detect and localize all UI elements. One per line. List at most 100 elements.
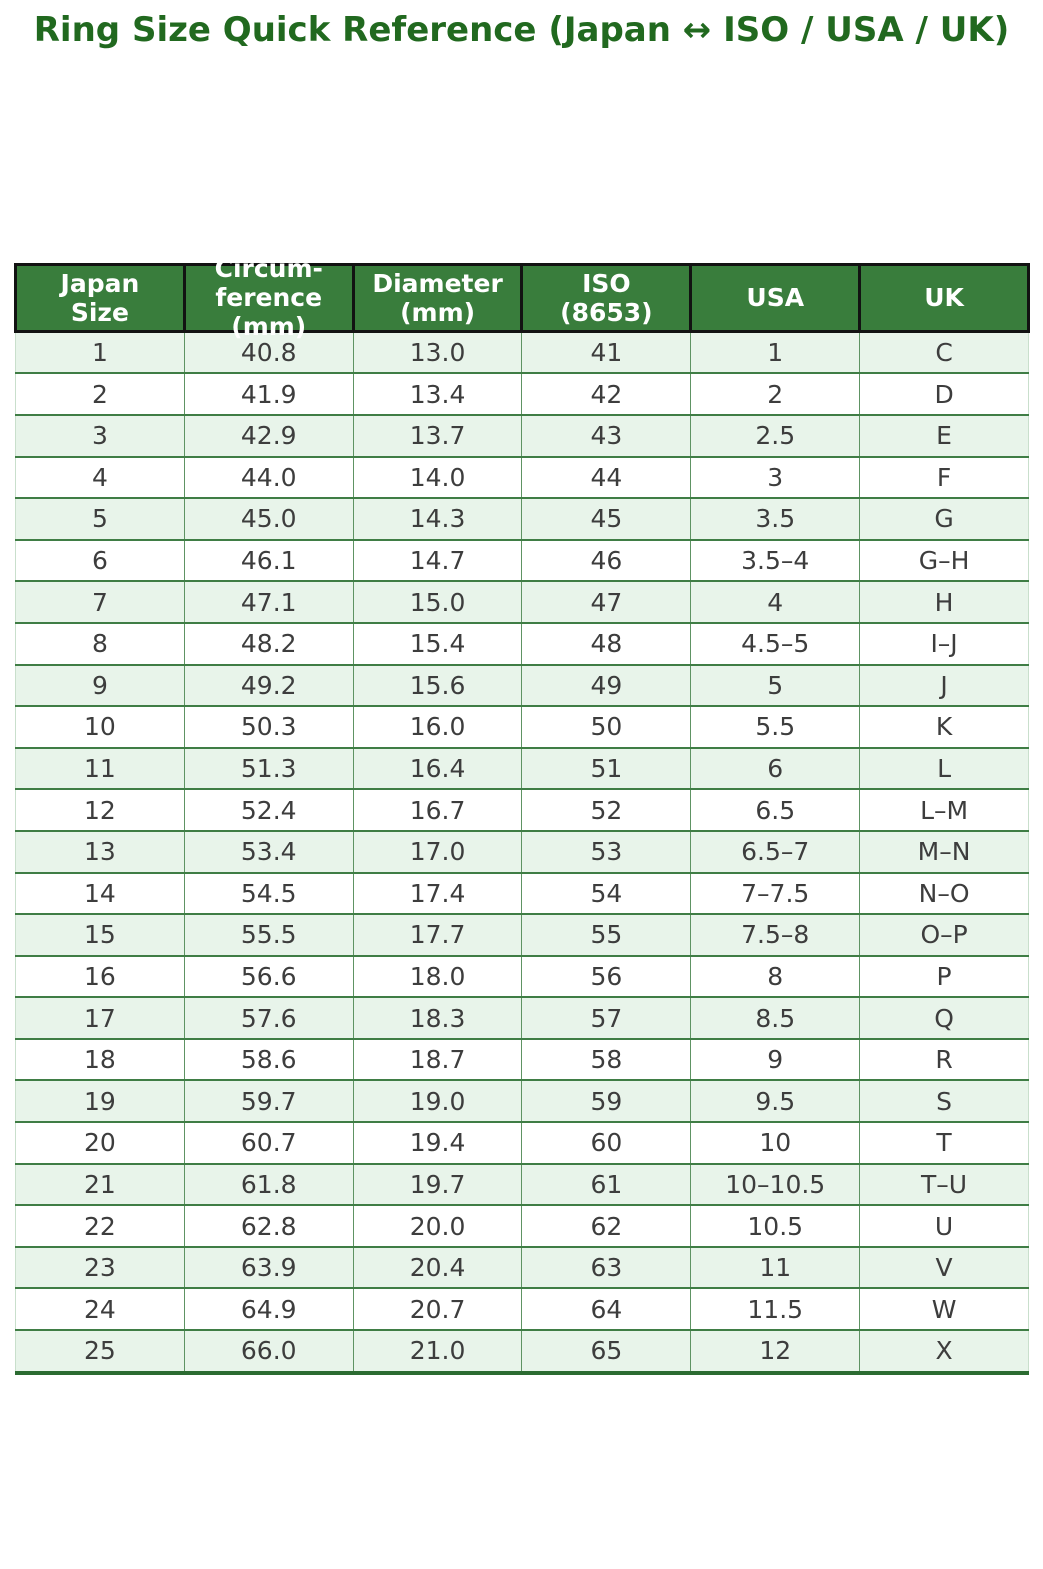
cell-usa: 6.5–7 [690,829,861,874]
cell-iso: 47 [521,580,692,624]
cell-japan-size: 3 [15,413,185,458]
cell-japan-size: 18 [15,1037,185,1082]
table-row: 23 63.9 20.4 63 11 V [15,1245,1029,1290]
cell-japan-size: 1 [15,330,185,375]
cell-circumference: 63.9 [183,1245,354,1290]
cell-japan-size: 24 [15,1287,185,1332]
cell-diameter: 19.4 [352,1121,523,1165]
column-header-label: USA [746,283,805,313]
cell-circumference: 48.2 [183,621,354,666]
cell-circumference: 66.0 [183,1329,354,1375]
cell-iso: 53 [521,829,692,874]
table-row: 3 42.9 13.7 43 2.5 E [15,413,1029,458]
cell-japan-size: 16 [15,954,185,999]
cell-diameter: 16.0 [352,705,523,749]
cell-iso: 54 [521,871,692,916]
cell-usa: 6.5 [690,788,861,832]
cell-usa: 8 [690,954,861,999]
cell-usa: 3 [690,455,861,500]
cell-japan-size: 11 [15,746,185,791]
cell-uk: X [859,1329,1029,1375]
cell-circumference: 51.3 [183,746,354,791]
cell-japan-size: 21 [15,1162,185,1207]
cell-diameter: 15.0 [352,580,523,624]
cell-japan-size: 7 [15,580,185,624]
cell-usa: 4.5–5 [690,621,861,666]
cell-japan-size: 25 [15,1329,185,1375]
cell-diameter: 14.7 [352,538,523,583]
cell-circumference: 55.5 [183,913,354,957]
cell-usa: 10 [690,1121,861,1165]
table-row: 19 59.7 19.0 59 9.5 S [15,1079,1029,1124]
cell-iso: 44 [521,455,692,500]
cell-iso: 63 [521,1245,692,1290]
cell-uk: J [859,663,1029,708]
cell-uk: P [859,954,1029,999]
cell-diameter: 20.4 [352,1245,523,1290]
cell-usa: 5 [690,663,861,708]
table-row: 16 56.6 18.0 56 8 P [15,954,1029,999]
column-header-iso: ISO (8653) [520,262,693,333]
cell-uk: L [859,746,1029,791]
cell-diameter: 13.7 [352,413,523,458]
cell-diameter: 18.0 [352,954,523,999]
cell-usa: 9.5 [690,1079,861,1124]
cell-circumference: 60.7 [183,1121,354,1165]
cell-diameter: 16.7 [352,788,523,832]
cell-iso: 48 [521,621,692,666]
cell-iso: 52 [521,788,692,832]
cell-circumference: 45.0 [183,497,354,541]
table-row: 9 49.2 15.6 49 5 J [15,663,1029,708]
cell-circumference: 59.7 [183,1079,354,1124]
cell-uk: N–O [859,871,1029,916]
cell-diameter: 18.7 [352,1037,523,1082]
table-row: 2 41.9 13.4 42 2 D [15,372,1029,416]
cell-iso: 43 [521,413,692,458]
cell-diameter: 15.6 [352,663,523,708]
cell-diameter: 17.7 [352,913,523,957]
cell-japan-size: 14 [15,871,185,916]
cell-uk: E [859,413,1029,458]
cell-diameter: 18.3 [352,996,523,1040]
cell-uk: V [859,1245,1029,1290]
cell-uk: H [859,580,1029,624]
cell-iso: 46 [521,538,692,583]
cell-circumference: 47.1 [183,580,354,624]
cell-usa: 11 [690,1245,861,1290]
column-header-usa: USA [689,262,862,333]
column-header-label: Diameter (mm) [372,268,503,327]
cell-uk: D [859,372,1029,416]
cell-japan-size: 23 [15,1245,185,1290]
cell-circumference: 42.9 [183,413,354,458]
table-row: 1 40.8 13.0 41 1 C [15,330,1029,375]
cell-uk: O–P [859,913,1029,957]
table-row: 11 51.3 16.4 51 6 L [15,746,1029,791]
cell-diameter: 21.0 [352,1329,523,1375]
cell-diameter: 16.4 [352,746,523,791]
table-row: 5 45.0 14.3 45 3.5 G [15,497,1029,541]
cell-diameter: 20.0 [352,1204,523,1248]
cell-diameter: 17.0 [352,829,523,874]
cell-japan-size: 4 [15,455,185,500]
cell-japan-size: 17 [15,996,185,1040]
table-row: 17 57.6 18.3 57 8.5 Q [15,996,1029,1040]
cell-iso: 62 [521,1204,692,1248]
cell-uk: Q [859,996,1029,1040]
cell-diameter: 13.0 [352,330,523,375]
cell-usa: 3.5 [690,497,861,541]
column-header-uk: UK [858,262,1030,333]
cell-iso: 49 [521,663,692,708]
cell-circumference: 62.8 [183,1204,354,1248]
cell-usa: 10–10.5 [690,1162,861,1207]
cell-circumference: 53.4 [183,829,354,874]
cell-iso: 57 [521,996,692,1040]
cell-usa: 8.5 [690,996,861,1040]
cell-japan-size: 6 [15,538,185,583]
cell-circumference: 50.3 [183,705,354,749]
table-row: 10 50.3 16.0 50 5.5 K [15,705,1029,749]
cell-iso: 56 [521,954,692,999]
table-row: 6 46.1 14.7 46 3.5–4 G–H [15,538,1029,583]
table-row: 22 62.8 20.0 62 10.5 U [15,1204,1029,1248]
cell-uk: F [859,455,1029,500]
cell-japan-size: 10 [15,705,185,749]
